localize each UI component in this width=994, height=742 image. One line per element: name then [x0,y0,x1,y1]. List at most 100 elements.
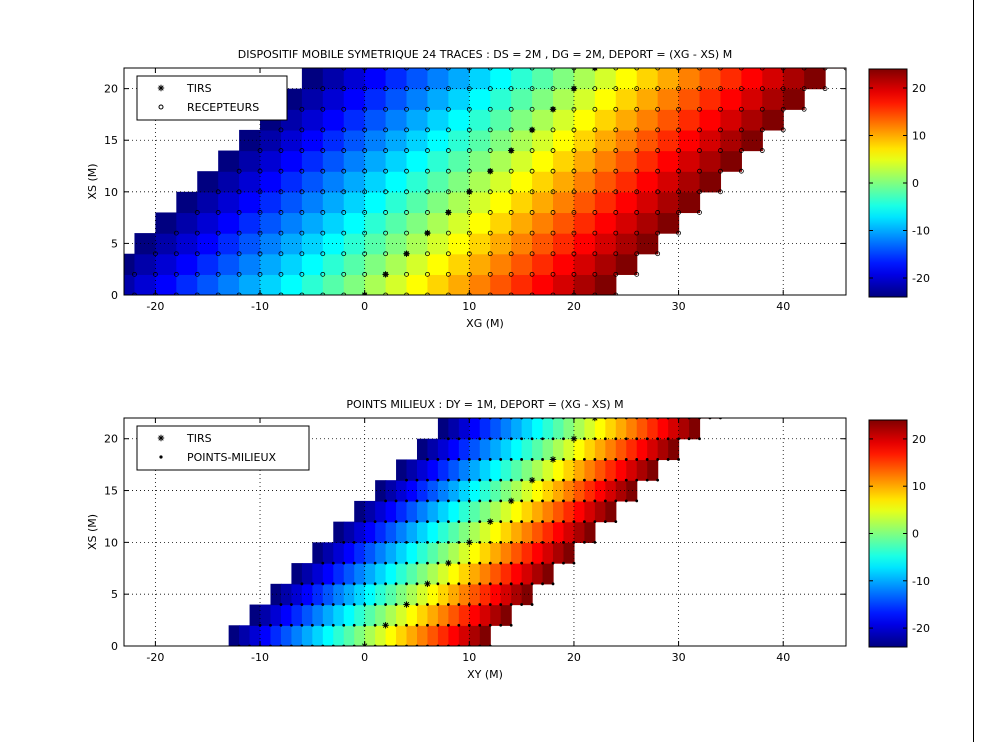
x-tick-label: 10 [462,651,476,664]
midpoint-point [541,499,544,503]
receiver-point [822,86,828,92]
shot-markers [361,68,599,295]
coverage-cell [333,542,345,564]
coverage-cell [678,191,701,214]
coverage-cell [678,171,701,193]
coverage-cell [605,459,617,481]
midpoint-point [457,458,461,461]
coverage-cell [197,253,219,275]
receiver-point [529,106,535,112]
coverage-cell [532,480,544,502]
midpoint-point [331,623,335,627]
midpoint-point [415,499,419,503]
midpoint-point [645,437,649,441]
coverage-cell [427,253,449,275]
coverage-cell [469,109,491,131]
receiver-point [634,86,640,92]
coverage-cell [448,500,460,523]
coverage-cell [260,604,272,626]
midpoint-point [394,561,398,565]
midpoint-point [310,623,314,627]
shot-point [466,539,473,546]
midpoint-point [436,582,440,586]
receiver-point [445,168,451,174]
midpoint-point [562,478,565,482]
coverage-cell [490,521,502,543]
coverage-cell [511,438,523,461]
midpoint-point [530,603,534,606]
receiver-point [320,168,326,174]
receiver-point [571,127,577,133]
coverage-cell [573,480,586,502]
coverage-cell [605,438,617,461]
coverage-cell [343,68,366,90]
midpoint-point [436,540,440,544]
axes-frame [123,417,847,647]
receiver-point [425,86,430,92]
coverage-cell [532,68,554,90]
midpoint-point [520,437,524,441]
coverage-cell [668,438,680,461]
receiver-point [801,106,807,112]
midpoint-point [467,458,471,461]
receiver-point [341,168,347,174]
midpoint-point [624,499,628,503]
chart-panel-2: -20 -10 0 10 20 30 40 0 5 10 15 20 POINTS MILIEUX : … [86,398,930,681]
coverage-cell [364,109,387,131]
y-tick-label: 5 [111,237,118,250]
midpoint-point [478,478,482,482]
midpoint-point [572,499,576,503]
receiver-point [613,106,619,112]
midpoint-point [457,478,461,482]
coverage-cell [260,253,282,275]
coverage-cell [448,233,470,255]
chart-title: DISPOSITIF MOBILE SYMETRIQUE 24 TRACES :… [238,48,732,61]
coverage-cell [573,253,596,275]
receiver-point [404,86,409,92]
coverage-cell [322,68,345,90]
coverage-cell [678,150,701,172]
shot-point [528,126,536,134]
coverage-cell [343,542,355,564]
receiver-point [404,271,409,277]
colorbar: -20 -10 0 10 20 [868,68,930,298]
midpoint-point [478,603,482,606]
x-tick-label: 0 [361,300,368,313]
receiver-point [320,271,326,277]
coverage-cell [322,604,334,626]
midpoint-point [509,582,513,586]
midpoint-point [520,520,524,524]
coverage-cell [249,604,261,626]
receiver-point [592,210,598,215]
coverage-cell [699,171,722,193]
receiver-point [257,148,263,153]
coverage-cell [511,109,533,131]
coverage-cell [469,212,491,234]
x-axis-label: XY (M) [467,668,503,681]
coverage-cell [479,480,491,502]
midpoint-point [352,603,356,606]
receiver-point [341,127,347,133]
coverage-cell [469,563,481,585]
receiver-point [718,68,723,71]
coverage-cell [573,274,596,295]
coverage-cell [427,459,439,481]
midpoint-point [572,458,576,461]
coverage-cell [260,212,282,234]
midpoint-point [363,561,367,565]
midpoint-point [530,561,534,565]
receiver-point [341,148,347,153]
coverage-cell [218,191,240,214]
coverage-cell [741,88,763,110]
coverage-cell [521,521,533,543]
x-tick-label: 30 [672,300,686,313]
midpoint-point [530,499,534,503]
coverage-cell [406,542,418,564]
receiver-point [466,210,472,215]
receiver-point [299,230,305,236]
coverage-cell [532,521,544,543]
midpoint-point [499,582,503,586]
midpoint-point [551,520,555,524]
coverage-cell [626,459,638,481]
y-tick-label: 10 [104,536,118,549]
